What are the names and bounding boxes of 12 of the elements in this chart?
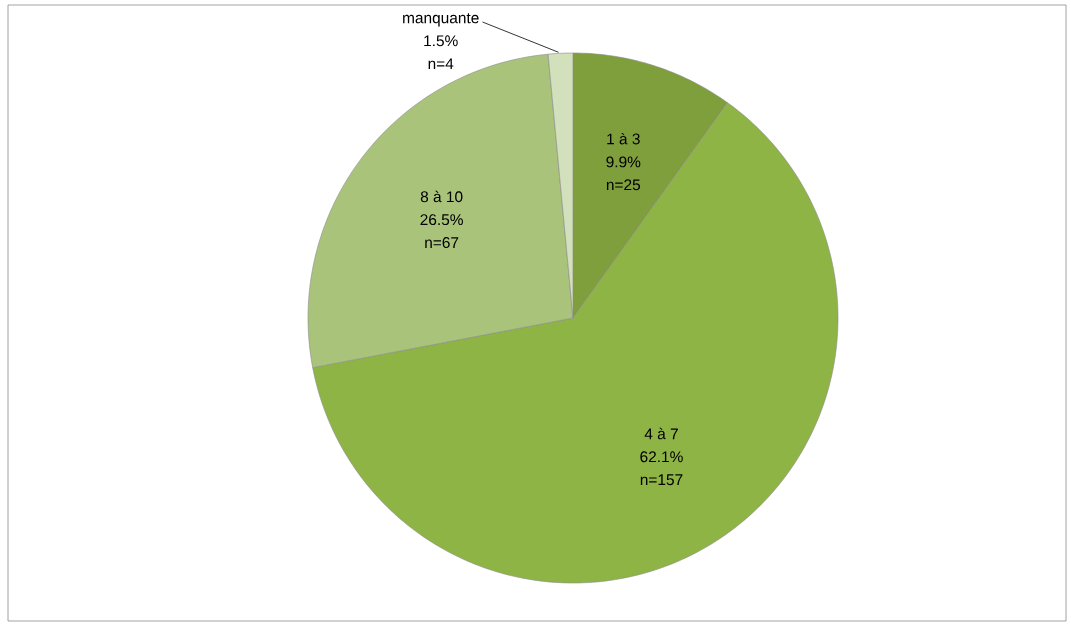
text: n=25: [606, 179, 641, 191]
text: n=157: [640, 474, 683, 486]
slice-label: 1 à 3: [607, 132, 640, 145]
slice-label: 4 à 7: [644, 427, 678, 440]
text: n=67: [425, 237, 459, 249]
slice-label: 8 à 10: [420, 190, 463, 203]
text: n=4: [428, 58, 454, 70]
data-label: 26.5%: [420, 214, 463, 226]
data-label: 1.5%: [424, 35, 458, 47]
slice-label: manquante: [403, 13, 479, 27]
data-label: 9.9%: [606, 156, 641, 168]
data-label: 62.1%: [640, 451, 683, 463]
